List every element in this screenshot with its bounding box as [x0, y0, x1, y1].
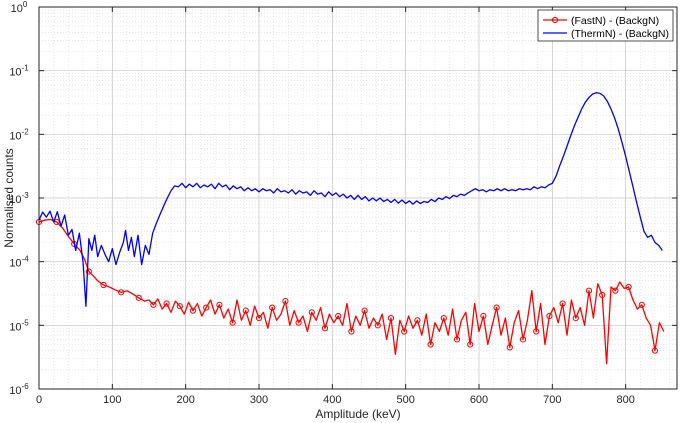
y-tick-label: 10-3 [9, 191, 29, 206]
data-point [638, 301, 645, 308]
legend-label: (FastN) - (BackgN) [571, 15, 659, 27]
data-point [308, 309, 315, 316]
legend-box [537, 9, 674, 42]
data-point [229, 319, 236, 326]
legend-marker [551, 16, 559, 24]
data-point [559, 300, 566, 307]
data-point [453, 336, 461, 343]
x-axis-label: Amplitude (keV) [315, 407, 400, 421]
tick-labels: 0 100 200 300 400 500 600 700 800 10-6 10-5 10-4 10-… [9, 0, 635, 406]
data-point [348, 328, 355, 335]
data-point [612, 287, 619, 294]
data-point [414, 317, 421, 324]
x-tick-label: 500 [396, 394, 414, 406]
data-point [85, 268, 92, 275]
data-point [572, 314, 579, 322]
data-point [585, 287, 593, 294]
data-point [506, 344, 513, 351]
x-tick-label: 200 [176, 394, 194, 406]
data-point [467, 341, 474, 348]
data-point [493, 304, 500, 311]
data-point [150, 301, 157, 308]
data-point [163, 300, 170, 307]
x-tick-label: 600 [470, 394, 488, 406]
legend-label: (ThermN) - (BackgN) [571, 28, 669, 40]
x-tick-label: 700 [543, 394, 561, 406]
x-tick-label: 300 [250, 394, 268, 406]
data-point [295, 319, 302, 326]
data-point [401, 328, 408, 335]
y-tick-label: 10-2 [9, 127, 29, 142]
x-tick-label: 400 [323, 394, 341, 406]
data-point [255, 314, 263, 322]
data-point [203, 304, 210, 311]
y-tick-label: 10-6 [9, 382, 29, 397]
data-point [118, 289, 125, 296]
data-point [321, 325, 329, 332]
data-point [100, 281, 107, 289]
series-line-2 [38, 92, 663, 307]
plot-area [35, 92, 665, 365]
y-axis-label: Normalised counts [2, 148, 16, 247]
data-point [216, 301, 223, 308]
series-line-1 [38, 218, 665, 365]
axes-frame [38, 6, 678, 390]
data-point [282, 298, 289, 305]
data-point [269, 304, 276, 311]
y-tick-label: 10-4 [9, 255, 29, 270]
x-tick-label: 100 [103, 394, 121, 406]
data-point [533, 328, 540, 335]
data-point [480, 312, 487, 320]
data-point [361, 307, 368, 314]
data-point [387, 314, 395, 322]
data-point [427, 341, 434, 348]
data-point [374, 322, 381, 329]
legend: (FastN) - (BackgN)(ThermN) - (BackgN) [537, 9, 674, 42]
data-point [519, 336, 527, 343]
data-point [242, 307, 249, 314]
x-tick-label: 0 [36, 394, 42, 406]
data-point [135, 294, 142, 301]
y-tick-label: 10-5 [9, 318, 29, 333]
data-point [599, 291, 606, 299]
data-point [335, 312, 342, 320]
data-point [189, 307, 197, 314]
y-tick-label: 10-1 [9, 64, 29, 79]
y-tick-label: 100 [11, 0, 28, 15]
data-point [176, 303, 183, 310]
data-point [546, 312, 553, 320]
data-point [651, 347, 659, 354]
data-point [625, 283, 632, 291]
data-point [440, 314, 447, 322]
grid [38, 6, 677, 390]
x-tick-label: 800 [616, 394, 634, 406]
